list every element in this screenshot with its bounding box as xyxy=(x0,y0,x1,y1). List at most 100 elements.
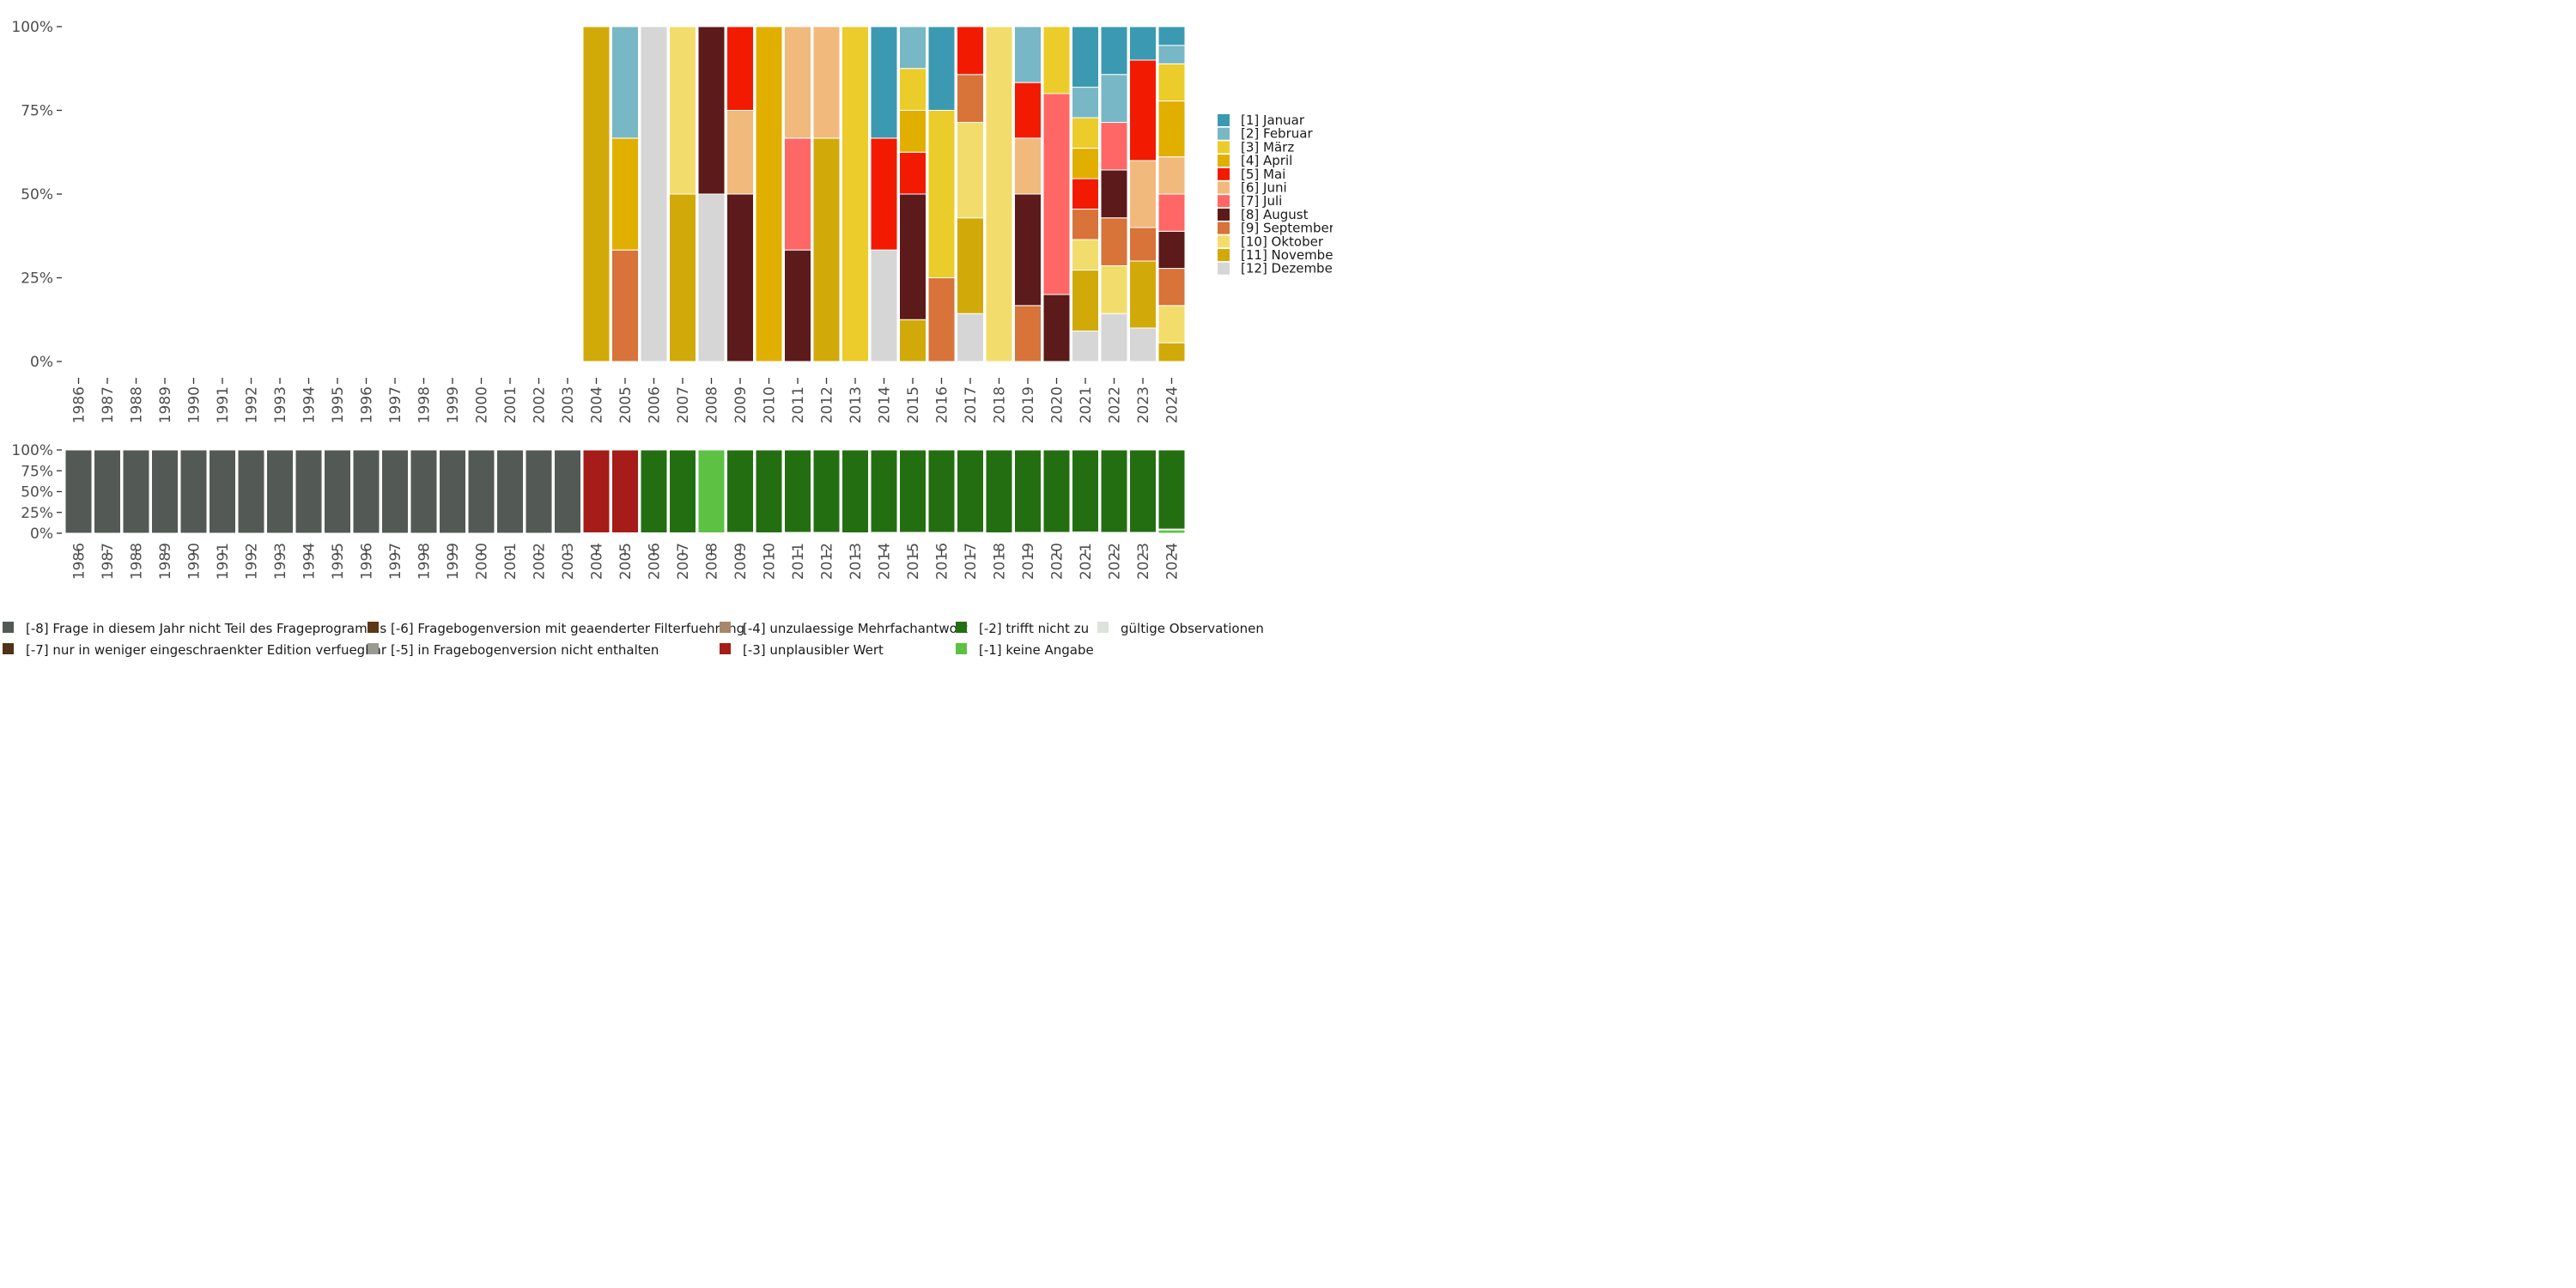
bottom-bar-2008 xyxy=(697,449,726,534)
chart: 0% 25% 50% 75% 100% 1986 1987 1988 1989 1990 1991 1… xyxy=(3,19,1333,658)
bottom-x-tick-label: 1994 xyxy=(301,543,319,580)
bottom-bar-2024 xyxy=(1157,529,1186,534)
top-x-tick-label: 2019 xyxy=(1020,386,1037,423)
bottom-bar-1989 xyxy=(151,449,179,534)
top-bar-2023 xyxy=(1129,227,1157,262)
top-x-tick-label: 2001 xyxy=(502,386,519,423)
top-bar-2017 xyxy=(957,217,984,314)
top-y-tick-label: 0% xyxy=(30,354,53,371)
top-bar-2024 xyxy=(1157,268,1186,307)
top-bar-2023 xyxy=(1129,160,1157,228)
bottom-bar-1995 xyxy=(324,449,351,534)
legend-label: [7] Juli xyxy=(1241,193,1282,209)
top-x-tick-label: 1988 xyxy=(129,386,146,423)
top-bar-2016 xyxy=(927,26,956,111)
top-bar-2015 xyxy=(899,319,927,362)
bottom-bar-2009 xyxy=(726,449,754,533)
top-bar-2024 xyxy=(1157,305,1186,343)
top-x-tick-label: 2014 xyxy=(877,386,894,423)
top-bar-2012 xyxy=(812,137,841,362)
top-bar-2022 xyxy=(1100,74,1128,124)
bottom-bar-2010 xyxy=(755,449,783,534)
top-bar-2022 xyxy=(1100,26,1128,76)
bottom-x-tick-label: 2004 xyxy=(589,543,606,580)
bottom-x-tick-label: 1998 xyxy=(416,543,434,580)
top-bar-2021 xyxy=(1072,87,1099,118)
top-bar-2017 xyxy=(957,313,984,362)
bottom-legend-label: [-5] in Fragebogenversion nicht enthalte… xyxy=(391,642,659,658)
top-bar-2021 xyxy=(1072,239,1099,271)
bottom-legend-swatch xyxy=(3,643,14,654)
top-bar-2024 xyxy=(1157,26,1186,46)
bottom-legend-label: [-8] Frage in diesem Jahr nicht Teil des… xyxy=(26,621,386,636)
top-x-tick-label: 2022 xyxy=(1107,386,1124,423)
legend-label: [2] Februar xyxy=(1241,126,1313,142)
top-bar-2014 xyxy=(870,137,898,251)
top-x-tick-label: 1989 xyxy=(157,386,174,423)
legend-label: [11] November xyxy=(1241,247,1333,263)
legend-swatch xyxy=(1218,222,1230,234)
top-x-tick-label: 2024 xyxy=(1164,386,1182,423)
bottom-y-tick-label: 0% xyxy=(30,526,53,543)
bottom-legend-label: [-7] nur in weniger eingeschraenkter Edi… xyxy=(26,642,387,658)
top-bar-2009 xyxy=(726,193,754,362)
bottom-x-tick-label: 2001 xyxy=(502,543,519,580)
bottom-x-tick-label: 2021 xyxy=(1078,543,1095,580)
top-x-tick-label: 2004 xyxy=(589,386,606,423)
bottom-bar-2001 xyxy=(496,449,524,534)
bottom-x-tick-label: 2007 xyxy=(675,543,692,580)
top-x-tick-label: 2011 xyxy=(790,386,807,423)
legend-swatch xyxy=(1218,181,1230,194)
top-y-tick-label: 100% xyxy=(11,19,53,36)
bottom-x-tick-label: 2020 xyxy=(1049,543,1066,580)
bottom-x-tick-label: 1997 xyxy=(387,543,404,580)
top-bar-2021 xyxy=(1072,209,1099,240)
bottom-x-tick-label: 2016 xyxy=(934,543,951,580)
bottom-x-tick-label: 1986 xyxy=(71,543,88,580)
bottom-bar-1996 xyxy=(352,449,380,534)
legend-label: [8] August xyxy=(1241,207,1309,222)
top-bar-2024 xyxy=(1157,156,1186,195)
bottom-x-tick-label: 1991 xyxy=(215,543,232,580)
legend-swatch xyxy=(1218,127,1230,140)
bottom-bar-2013 xyxy=(841,449,869,534)
bottom-x-tick-label: 2023 xyxy=(1135,543,1152,580)
legend-label: [5] Mai xyxy=(1241,167,1285,182)
top-bar-2019 xyxy=(1014,137,1042,195)
top-bar-2005 xyxy=(611,137,639,251)
top-bar-2019 xyxy=(1014,305,1042,362)
bottom-legend-label: [-2] trifft nicht zu xyxy=(979,621,1089,636)
top-x-tick-label: 2021 xyxy=(1078,386,1095,423)
top-x-tick-label: 1994 xyxy=(301,386,319,423)
top-x-tick-label: 1990 xyxy=(186,386,204,423)
bottom-y-tick-label: 25% xyxy=(21,505,53,522)
top-bar-2004 xyxy=(582,26,611,362)
bottom-x-tick-label: 2013 xyxy=(848,543,865,580)
top-bar-2024 xyxy=(1157,193,1186,232)
bottom-bar-2006 xyxy=(640,449,668,534)
top-bar-2023 xyxy=(1129,26,1157,61)
top-bar-2023 xyxy=(1129,260,1157,329)
top-bar-2006 xyxy=(640,26,668,362)
top-bar-2014 xyxy=(870,26,898,139)
top-bar-2011 xyxy=(784,137,811,251)
top-bar-2015 xyxy=(899,26,927,70)
bottom-x-tick-label: 2009 xyxy=(732,543,750,580)
bottom-bar-2024 xyxy=(1157,449,1186,530)
top-x-tick-label: 1995 xyxy=(330,386,347,423)
top-bar-2021 xyxy=(1072,26,1099,88)
top-bar-2022 xyxy=(1100,264,1128,314)
top-bar-2016 xyxy=(927,277,956,362)
top-bar-2020 xyxy=(1042,294,1071,362)
bottom-bar-2012 xyxy=(812,449,841,533)
bottom-legend-label: [-6] Fragebogenversion mit geaenderter F… xyxy=(391,621,744,636)
top-x-tick-label: 1987 xyxy=(100,386,117,423)
top-bar-2021 xyxy=(1072,270,1099,332)
bottom-legend-swatch xyxy=(720,643,731,654)
top-x-tick-label: 2018 xyxy=(992,386,1009,423)
top-bar-2008 xyxy=(697,26,726,195)
legend-label: [3] März xyxy=(1241,139,1294,155)
bottom-legend-swatch xyxy=(368,622,379,633)
bottom-x-tick-label: 2018 xyxy=(992,543,1009,580)
legend-label: [9] September xyxy=(1241,221,1333,236)
